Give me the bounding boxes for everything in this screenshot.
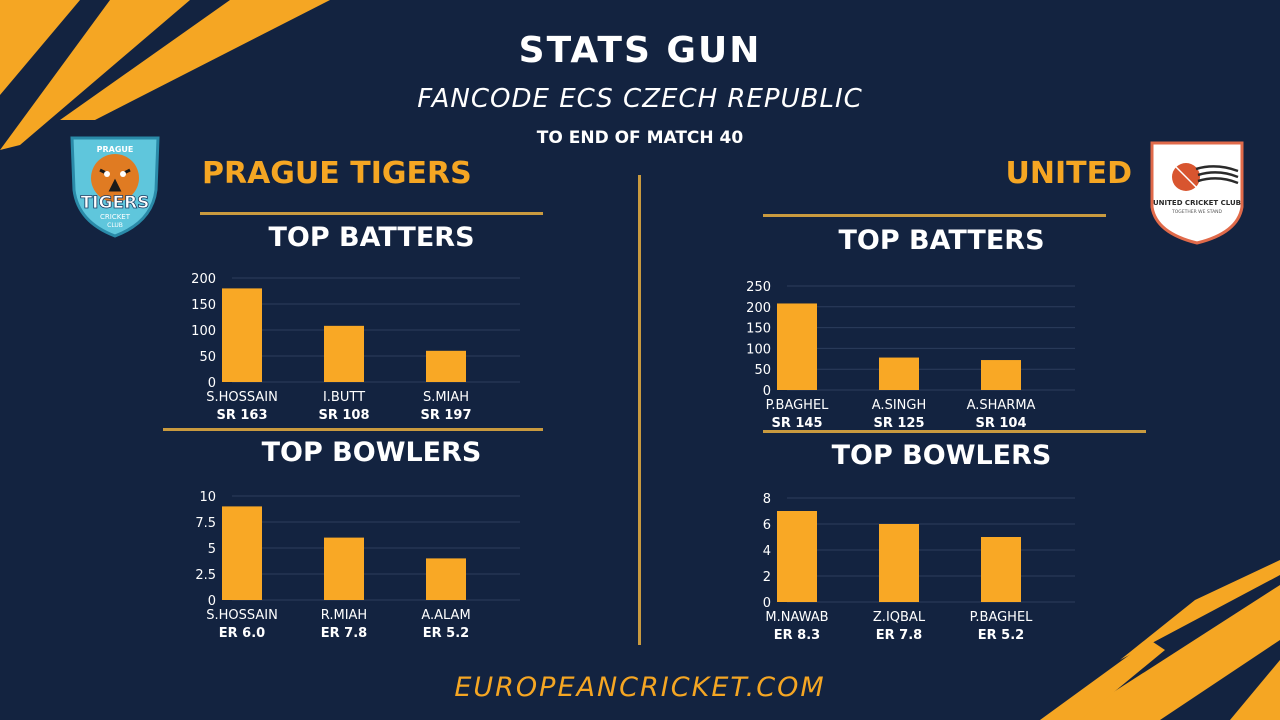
category-label: M.NAWAB bbox=[765, 610, 828, 625]
category-label: S.HOSSAIN bbox=[206, 608, 278, 623]
logo-top-text: PRAGUE bbox=[97, 145, 134, 154]
y-tick-label: 150 bbox=[746, 322, 771, 337]
left-bowlers-chart: 0 2.5 5 7.5 10 S.HOSSAIN ER 6.0 R.MIAH ER 7.8 A.A… bbox=[195, 490, 520, 641]
stat-label: ER 5.2 bbox=[423, 626, 469, 641]
right-section-rule bbox=[763, 430, 1146, 433]
stat-label: ER 7.8 bbox=[321, 626, 367, 641]
y-tick-label: 8 bbox=[763, 492, 771, 507]
right-batters-chart: 0 50 100 150 200 250 P.BAGHEL SR 145 A.SINGH SR 1… bbox=[746, 280, 1075, 431]
category-label: S.HOSSAIN bbox=[206, 390, 278, 405]
stat-label: SR 104 bbox=[975, 416, 1026, 431]
category-label: R.MIAH bbox=[321, 608, 367, 623]
bar-a-sharma bbox=[981, 360, 1021, 390]
bar-i-butt bbox=[324, 325, 364, 382]
y-tick-label: 100 bbox=[191, 324, 216, 339]
category-label: A.SHARMA bbox=[967, 398, 1036, 413]
left-team-name: PRAGUE TIGERS bbox=[202, 156, 472, 191]
bar-m-nawab bbox=[777, 511, 817, 602]
logo-main-text: UNITED CRICKET CLUB bbox=[1153, 199, 1241, 207]
stat-label: ER 6.0 bbox=[219, 626, 265, 641]
y-tick-label: 0 bbox=[208, 376, 216, 391]
y-tick-label: 2.5 bbox=[195, 568, 216, 583]
category-label: P.BAGHEL bbox=[766, 398, 830, 413]
stat-label: ER 8.3 bbox=[774, 628, 820, 643]
y-tick-label: 200 bbox=[191, 272, 216, 287]
y-tick-label: 250 bbox=[746, 280, 771, 295]
bar-p-baghel bbox=[777, 303, 817, 390]
logo-club-text: CLUB bbox=[107, 222, 123, 229]
left-bowlers-title: TOP BOWLERS bbox=[261, 437, 482, 468]
category-label: P.BAGHEL bbox=[970, 610, 1034, 625]
category-label: A.SINGH bbox=[872, 398, 926, 413]
right-team-rule bbox=[763, 214, 1106, 217]
cricket-ball-logo: UNITED CRICKET CLUB TOGETHER WE STAND bbox=[1150, 141, 1244, 245]
logo-sub-text: TOGETHER WE STAND bbox=[1171, 209, 1223, 215]
y-tick-label: 150 bbox=[191, 298, 216, 313]
right-bowlers-chart: 0 2 4 6 8 M.NAWAB ER 8.3 Z.IQBAL ER 7.8 P.BAGHEL E… bbox=[763, 492, 1075, 643]
stat-label: SR 108 bbox=[318, 408, 369, 423]
category-label: Z.IQBAL bbox=[873, 610, 926, 625]
footer-website[interactable]: EUROPEANCRICKET.COM bbox=[454, 672, 826, 703]
y-tick-label: 50 bbox=[199, 350, 216, 365]
logo-sub-text: CRICKET bbox=[100, 213, 131, 221]
y-tick-label: 6 bbox=[763, 518, 771, 533]
center-divider bbox=[638, 175, 641, 645]
category-label: S.MIAH bbox=[423, 390, 469, 405]
y-tick-label: 0 bbox=[763, 384, 771, 399]
bar-s-miah bbox=[426, 350, 466, 382]
y-tick-label: 100 bbox=[746, 342, 771, 357]
bar-r-miah bbox=[324, 537, 364, 600]
tiger-logo: PRAGUE TIGERS CRICKET CLUB bbox=[70, 136, 160, 238]
left-section-rule bbox=[163, 428, 543, 431]
y-tick-label: 0 bbox=[763, 596, 771, 611]
right-team-name: UNITED bbox=[1005, 156, 1133, 191]
y-tick-label: 4 bbox=[763, 544, 771, 559]
category-label: I.BUTT bbox=[323, 390, 365, 405]
bar-s-hossain bbox=[222, 288, 262, 382]
bar-p-baghel bbox=[981, 537, 1021, 602]
y-tick-label: 0 bbox=[208, 594, 216, 609]
bar-s-hossain bbox=[222, 506, 262, 600]
left-batters-title: TOP BATTERS bbox=[268, 222, 475, 253]
category-label: A.ALAM bbox=[421, 608, 470, 623]
y-tick-label: 5 bbox=[208, 542, 216, 557]
stat-label: SR 163 bbox=[216, 408, 267, 423]
y-tick-label: 50 bbox=[754, 363, 771, 378]
stat-label: SR 145 bbox=[771, 416, 822, 431]
data-note: TO END OF MATCH 40 bbox=[536, 128, 744, 148]
bar-a-alam bbox=[426, 558, 466, 600]
right-bowlers-title: TOP BOWLERS bbox=[831, 440, 1052, 471]
bar-z-iqbal bbox=[879, 524, 919, 602]
y-tick-label: 10 bbox=[199, 490, 216, 505]
y-tick-label: 200 bbox=[746, 301, 771, 316]
page-title: STATS GUN bbox=[518, 30, 762, 71]
stat-label: ER 7.8 bbox=[876, 628, 922, 643]
stat-label: ER 5.2 bbox=[978, 628, 1024, 643]
stat-label: SR 125 bbox=[873, 416, 924, 431]
left-team-rule bbox=[200, 212, 543, 215]
bar-a-singh bbox=[879, 357, 919, 390]
stat-label: SR 197 bbox=[420, 408, 471, 423]
left-batters-chart: 0 50 100 150 200 S.HOSSAIN SR 163 I.BUTT SR 108 S… bbox=[191, 272, 520, 423]
y-tick-label: 2 bbox=[763, 570, 771, 585]
page-subtitle: FANCODE ECS CZECH REPUBLIC bbox=[417, 84, 863, 114]
logo-main-text: TIGERS bbox=[81, 193, 150, 213]
right-batters-title: TOP BATTERS bbox=[838, 225, 1045, 256]
y-tick-label: 7.5 bbox=[195, 516, 216, 531]
